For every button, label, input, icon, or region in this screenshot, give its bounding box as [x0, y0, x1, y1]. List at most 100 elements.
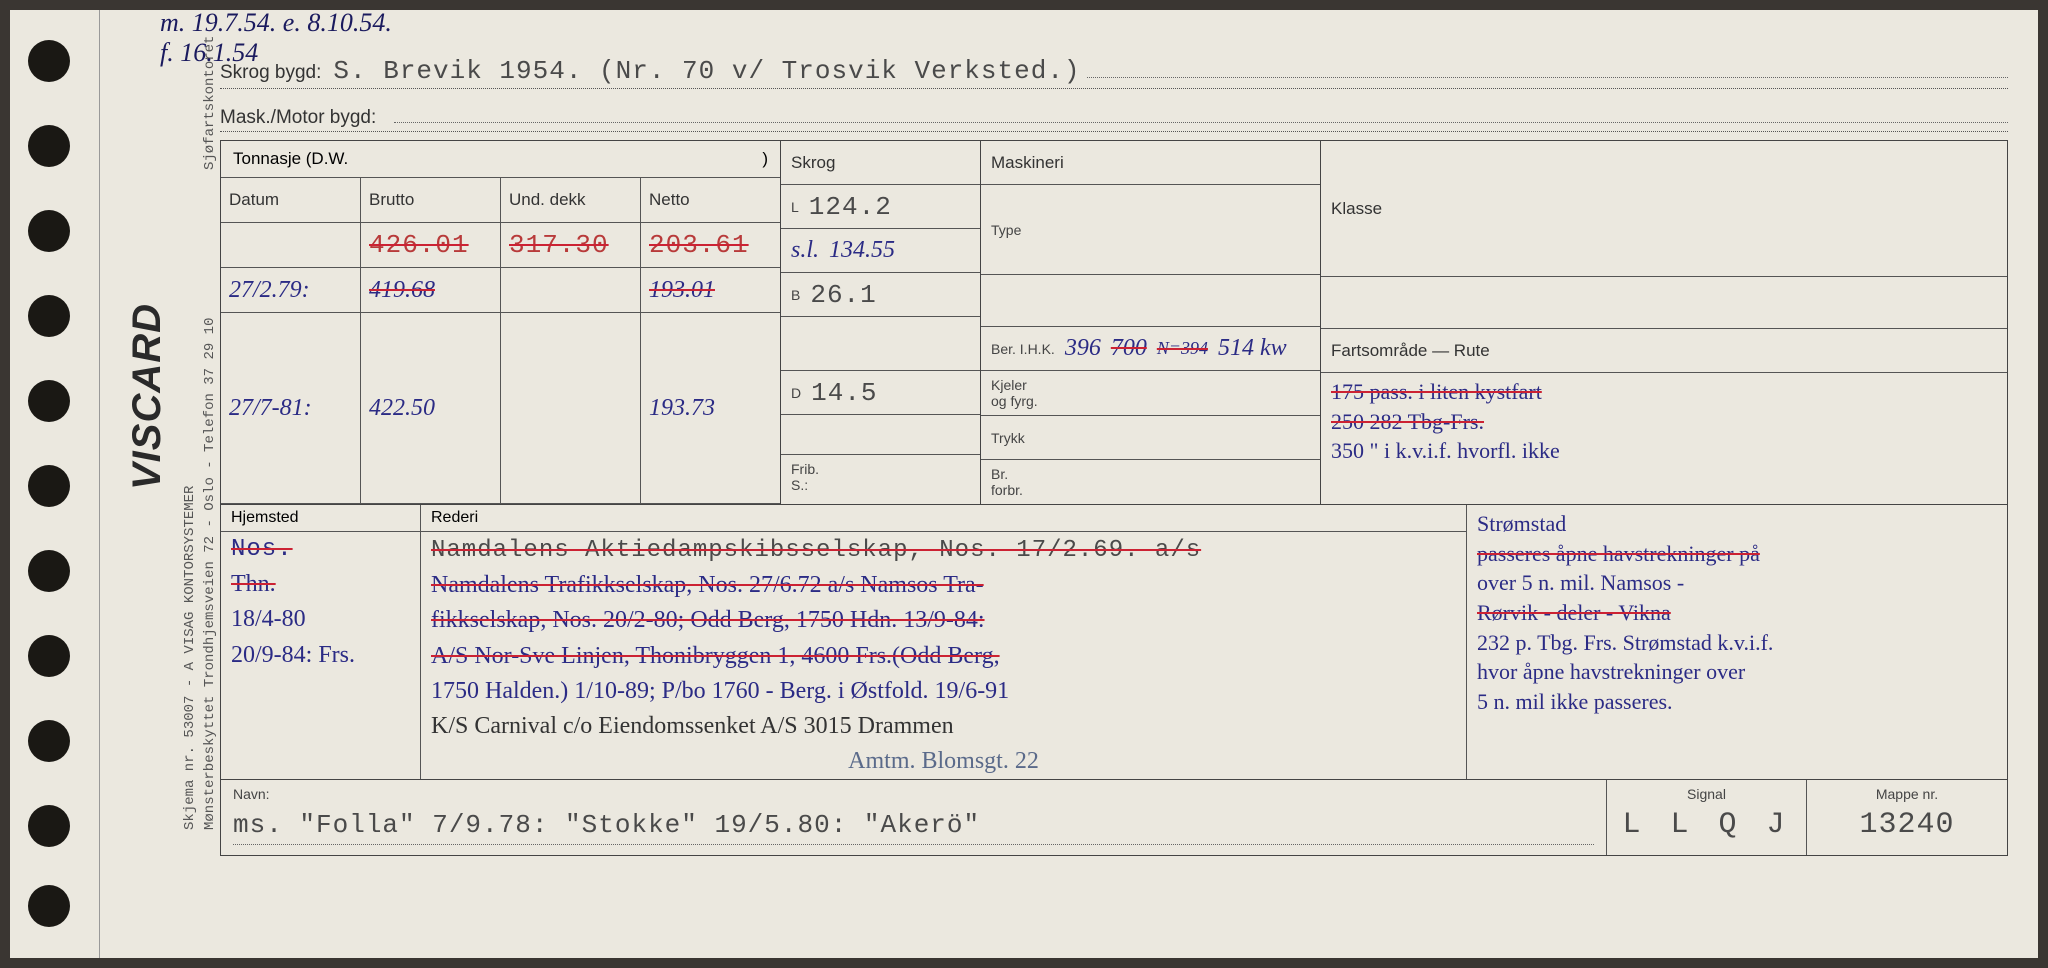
kjeler-label: Kjeler og fyrg.	[991, 377, 1038, 409]
farts-title: Fartsområde — Rute	[1321, 329, 2007, 373]
br-forbr-row: Br. forbr.	[981, 460, 1320, 504]
mappe-col: Mappe nr. 13240	[1807, 780, 2007, 855]
trykk-label: Trykk	[991, 430, 1025, 446]
skrog-B-row: B 26.1	[781, 273, 980, 317]
main-upper-table: Tonnasje (D.W. ) Datum Brutto Und. dekk …	[220, 140, 2008, 504]
tonnage-row: 426.01 317.30 203.61	[221, 223, 780, 268]
punch-hole	[28, 295, 70, 337]
signal-value: L L Q J	[1619, 808, 1794, 842]
handnote-date-2: f. 16.1.54	[160, 38, 258, 68]
farts-line: hvor åpne havstrekninger over	[1477, 657, 1997, 687]
skrog-L-row: L 124.2	[781, 185, 980, 229]
dotted-fill	[394, 99, 2008, 123]
hjem-row: Nos.	[221, 532, 420, 567]
sl-label: s.l.	[791, 237, 819, 264]
brutto-val: 426.01	[369, 230, 469, 260]
hjemsted-col: Hjemsted Nos. Thn. 18/4-80 20/9-84: Frs.	[221, 505, 421, 779]
datum-val: 27/7-81:	[229, 395, 312, 422]
skrog-title: Skrog	[781, 141, 980, 185]
punch-hole	[28, 210, 70, 252]
farts-line: 175 pass. i liten kystfart	[1331, 377, 1997, 407]
skrog-bygd-value: S. Brevik 1954. (Nr. 70 v/ Trosvik Verks…	[333, 56, 1080, 86]
punch-hole	[28, 125, 70, 167]
signal-col: Signal L L Q J	[1607, 780, 1807, 855]
handnote-date-1: m. 19.7.54. e. 8.10.54.	[160, 8, 392, 38]
navn-label: Navn:	[233, 786, 1594, 802]
tonnage-block: Tonnasje (D.W. ) Datum Brutto Und. dekk …	[221, 141, 781, 504]
rederi-line: Namdalens Trafikkselskap, Nos. 27/6.72 a…	[421, 568, 1466, 603]
punch-hole	[28, 380, 70, 422]
kjeler-row: Kjeler og fyrg.	[981, 371, 1320, 416]
datum-cell: 27/7-81:	[221, 313, 361, 503]
und-cell: 317.30	[501, 223, 641, 267]
col-netto: Netto	[641, 178, 781, 222]
punch-hole-strip	[10, 10, 100, 958]
navn-col: Navn: ms. "Folla" 7/9.78: "Stokke" 19/5.…	[221, 780, 1607, 855]
farts-line: over 5 n. mil. Namsos -	[1477, 568, 1997, 598]
dotted-fill	[1087, 54, 2008, 78]
farts-part: 250 282 Tbg-Frs.	[1331, 409, 1484, 434]
rederi-text: Namdalens Aktiedampskibsselskap, Nos. 17…	[431, 537, 1201, 564]
netto-val: 193.01	[649, 277, 715, 304]
farts-line: Strømstad	[1477, 509, 1997, 539]
farts-continuation: Strømstad passeres åpne havstrekninger p…	[1467, 505, 2007, 779]
frib-row: Frib. S.:	[781, 455, 980, 499]
tonnage-row: 27/7-81: 422.50 193.73	[221, 313, 780, 504]
farts-line: 5 n. mil ikke passeres.	[1477, 687, 1997, 717]
brutto-val: 419.68	[369, 277, 435, 304]
punch-hole	[28, 465, 70, 507]
netto-cell: 193.01	[641, 268, 781, 312]
punch-hole	[28, 885, 70, 927]
datum-cell	[221, 223, 361, 267]
D-value: 14.5	[811, 378, 877, 408]
tonnage-title: Tonnasje (D.W. )	[221, 141, 780, 178]
trykk-row: Trykk	[981, 416, 1320, 460]
type-label: Type	[991, 222, 1021, 238]
farts-line: 232 p. Tbg. Frs. Strømstad k.v.i.f.	[1477, 628, 1997, 658]
netto-val: 193.73	[649, 395, 715, 422]
ber-v4: 514 kw	[1218, 335, 1287, 362]
index-card: VISCARD Skjema nr. 53007 - A VISAG KONTO…	[10, 10, 2038, 958]
datum-cell: 27/2.79:	[221, 268, 361, 312]
punch-hole	[28, 550, 70, 592]
maskineri-block: Maskineri Type Ber. I.H.K. 396 700 N=394…	[981, 141, 1321, 504]
rederi-line: K/S Carnival c/o Eiendomssenket A/S 3015…	[421, 709, 1466, 744]
rederi-title: Rederi	[421, 505, 1466, 532]
farts-lines: Strømstad passeres åpne havstrekninger p…	[1467, 505, 2007, 721]
farts-content: 175 pass. i liten kystfart 250 282 Tbg-F…	[1321, 373, 2007, 504]
ber-v1: 396	[1065, 335, 1101, 362]
klasse-block: Klasse Fartsområde — Rute 175 pass. i li…	[1321, 141, 2007, 504]
hjemsted-title: Hjemsted	[221, 505, 420, 532]
brutto-cell: 426.01	[361, 223, 501, 267]
sl-value: 134.55	[829, 237, 895, 264]
hjem-row: 18/4-80	[221, 602, 420, 637]
rederi-line: Amtm. Blomsgt. 22	[421, 744, 1466, 779]
L-value: 124.2	[809, 192, 892, 222]
brutto-val: 422.50	[369, 395, 435, 422]
klasse-title: Klasse	[1321, 141, 2007, 277]
skrog-blank-row	[781, 317, 980, 371]
col-datum: Datum	[221, 178, 361, 222]
mask-bygd-label: Mask./Motor bygd:	[220, 107, 376, 129]
punch-hole	[28, 635, 70, 677]
rederi-line: fikkselskap, Nos. 20/2-80; Odd Berg, 175…	[421, 603, 1466, 638]
skrog-sl-row: s.l. 134.55	[781, 229, 980, 273]
skrog-bygd-line: Skrog bygd: S. Brevik 1954. (Nr. 70 v/ T…	[220, 50, 2008, 89]
farts-line: passeres åpne havstrekninger på	[1477, 539, 1997, 569]
col-brutto: Brutto	[361, 178, 501, 222]
und-cell	[501, 268, 641, 312]
D-label: D	[791, 385, 801, 401]
und-val: 317.30	[509, 230, 609, 260]
viscard-logo: VISCARD	[125, 303, 170, 490]
skrog-D-row: D 14.5	[781, 371, 980, 415]
farts-line: Rørvik - deler - Vikna	[1477, 598, 1997, 628]
und-cell	[501, 313, 641, 503]
rederi-line: A/S Nor-Sve Linjen, Thonibryggen 1, 4600…	[421, 639, 1466, 674]
side-print-line1: Skjema nr. 53007 - A VISAG KONTORSYSTEME…	[182, 486, 198, 830]
navn-value-line: ms. "Folla" 7/9.78: "Stokke" 19/5.80: "A…	[233, 810, 1594, 845]
mask-bygd-line: Mask./Motor bygd:	[220, 95, 2008, 132]
mappe-value: 13240	[1819, 808, 1995, 842]
punch-hole	[28, 40, 70, 82]
punch-hole	[28, 720, 70, 762]
datum-val: 27/2.79:	[229, 277, 310, 304]
